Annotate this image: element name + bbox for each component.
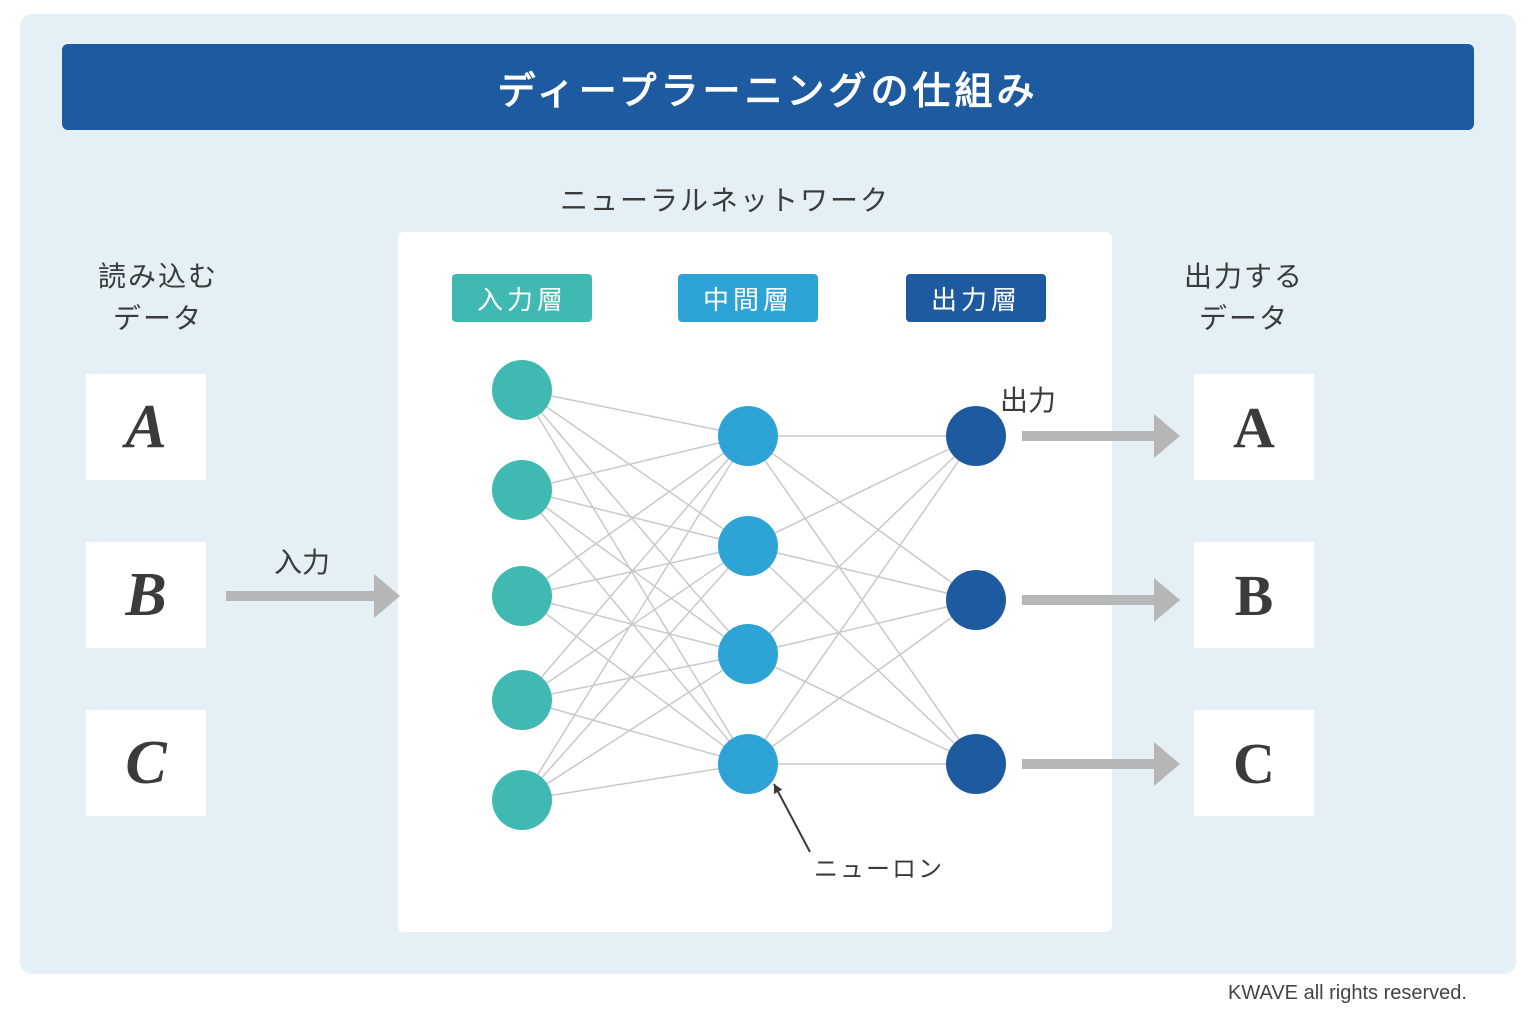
layer-label-output: 出力層 xyxy=(906,274,1046,322)
copyright-footer: KWAVE all rights reserved. xyxy=(1228,982,1467,1005)
output-arrow-label: 出力 xyxy=(1000,380,1056,422)
output-card-c: C xyxy=(1194,710,1314,816)
input-arrow-label: 入力 xyxy=(274,542,330,584)
network-panel xyxy=(398,232,1112,932)
output-card-a: A xyxy=(1194,374,1314,480)
layer-label-input: 入力層 xyxy=(452,274,592,322)
input-data-heading: 読み込む データ xyxy=(98,256,218,340)
output-data-heading: 出力する データ xyxy=(1184,256,1304,340)
input-card-a: A xyxy=(86,374,206,480)
input-card-c: C xyxy=(86,710,206,816)
output-card-b: B xyxy=(1194,542,1314,648)
diagram-title: ディープラーニングの仕組み xyxy=(62,44,1474,130)
diagram-canvas: ディープラーニングの仕組み ニューラルネットワーク 入力層 中間層 出力層 読み込む… xyxy=(0,0,1536,1012)
title-text: ディープラーニングの仕組み xyxy=(497,60,1038,115)
layer-label-hidden: 中間層 xyxy=(678,274,818,322)
input-card-b: B xyxy=(86,542,206,648)
neuron-label: ニューロン xyxy=(814,852,944,888)
subtitle-neural-network: ニューラルネットワーク xyxy=(560,180,890,222)
